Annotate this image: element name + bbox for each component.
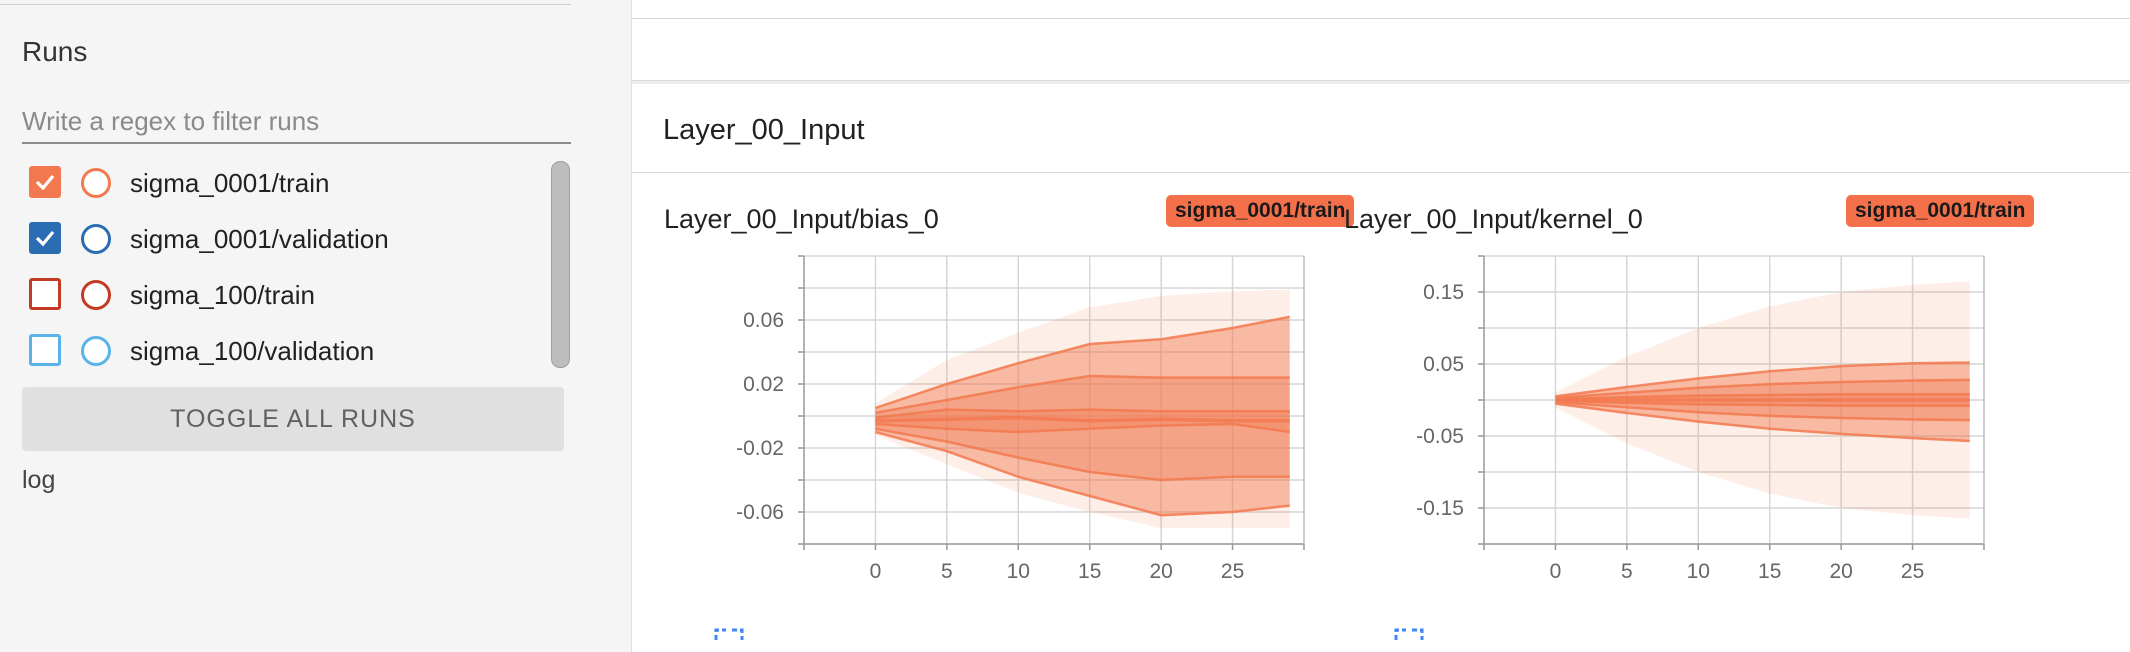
y-tick-label: -0.15: [1416, 497, 1464, 520]
run-color-swatch: [81, 336, 111, 366]
run-item[interactable]: sigma_0001/validation: [0, 216, 540, 260]
x-tick-label: 20: [1829, 560, 1852, 583]
section-header[interactable]: Layer_00_Input: [632, 84, 2130, 173]
run-label: sigma_100/validation: [130, 336, 375, 366]
y-tick-label: -0.02: [736, 437, 784, 460]
run-checkbox[interactable]: [29, 166, 61, 198]
run-label: sigma_0001/train: [130, 168, 330, 198]
run-item[interactable]: sigma_0001/train: [0, 160, 540, 204]
percentile-line-p07: [875, 430, 1290, 517]
percentile-line-p84: [875, 374, 1290, 415]
expand-icon[interactable]: [714, 628, 744, 652]
run-color-swatch: [81, 224, 111, 254]
run-filter-input[interactable]: [22, 100, 571, 144]
toggle-all-runs-button[interactable]: TOGGLE ALL RUNS: [22, 387, 564, 451]
percentile-line-p93: [1555, 361, 1970, 398]
y-tick-label: -0.06: [736, 501, 784, 524]
panel-title: Layer_00_Input/bias_0: [664, 204, 939, 234]
histogram-panel: Layer_00_Input/kernel_0 sigma_0001/train…: [1344, 190, 2035, 652]
percentile-line-p31: [875, 422, 1290, 434]
card: [632, 20, 2130, 81]
percentile-line-p07: [1555, 402, 1970, 443]
x-tick-label: 0: [1550, 560, 1562, 583]
run-badge: sigma_0001/train: [1166, 195, 1355, 227]
histogram-panel: Layer_00_Input/bias_0 sigma_0001/train 0…: [664, 190, 1355, 652]
panel-title: Layer_00_Input/kernel_0: [1344, 204, 1643, 234]
run-label: sigma_0001/validation: [130, 224, 389, 254]
main-content: Layer_00_Input Layer_00_Input/bias_0 sig…: [632, 0, 2130, 652]
x-tick-label: 20: [1149, 560, 1172, 583]
histogram-band-93: [875, 316, 1290, 516]
sidebar: Runs sigma_0001/train sigma_0001/validat…: [0, 0, 632, 652]
x-tick-label: 5: [1621, 560, 1633, 583]
log-dir-label: log: [22, 466, 56, 494]
run-checkbox[interactable]: [29, 278, 61, 310]
x-tick-label: 15: [1758, 560, 1781, 583]
histogram-chart[interactable]: 0.15 0.05 -0.05 -0.15 0 5 10 15 20 25: [1344, 240, 2004, 630]
run-badge: sigma_0001/train: [1846, 195, 2035, 227]
y-tick-label: 0.06: [743, 309, 784, 332]
percentile-line-p69: [875, 408, 1290, 419]
run-item[interactable]: sigma_100/validation: [0, 328, 540, 372]
y-tick-label: -0.05: [1416, 425, 1464, 448]
run-list: sigma_0001/train sigma_0001/validation s…: [0, 160, 560, 380]
percentile-line-p16: [875, 427, 1290, 482]
run-checkbox[interactable]: [29, 222, 61, 254]
x-tick-label: 10: [1007, 560, 1030, 583]
y-tick-label: 0.15: [1423, 281, 1464, 304]
card: [632, 0, 2130, 19]
run-label: sigma_100/train: [130, 280, 315, 310]
x-tick-label: 15: [1078, 560, 1101, 583]
percentile-line-p84: [1555, 378, 1970, 400]
x-tick-label: 5: [941, 560, 953, 583]
percentile-line-p93: [875, 315, 1290, 410]
x-tick-label: 25: [1221, 560, 1244, 583]
x-tick-label: 0: [870, 560, 882, 583]
run-color-swatch: [81, 168, 111, 198]
percentile-line-p31: [1555, 399, 1970, 408]
y-tick-label: 0.05: [1423, 353, 1464, 376]
run-item[interactable]: sigma_100/train: [0, 272, 540, 316]
run-color-swatch: [81, 280, 111, 310]
divider: [0, 4, 571, 5]
run-checkbox[interactable]: [29, 334, 61, 366]
percentile-line-p16: [1555, 400, 1970, 422]
expand-icon[interactable]: [1394, 628, 1424, 652]
y-tick-label: 0.02: [743, 373, 784, 396]
percentile-line-p50: [875, 415, 1290, 423]
x-tick-label: 25: [1901, 560, 1924, 583]
section-title: Layer_00_Input: [663, 114, 865, 146]
runs-title: Runs: [22, 36, 88, 67]
histogram-chart[interactable]: 0.06 0.02 -0.02 -0.06 0 5 10 15 20 25: [664, 240, 1324, 630]
run-list-scrollbar[interactable]: [551, 161, 570, 368]
divider: [632, 81, 2130, 84]
percentile-line-p69: [1555, 392, 1970, 401]
x-tick-label: 10: [1687, 560, 1710, 583]
